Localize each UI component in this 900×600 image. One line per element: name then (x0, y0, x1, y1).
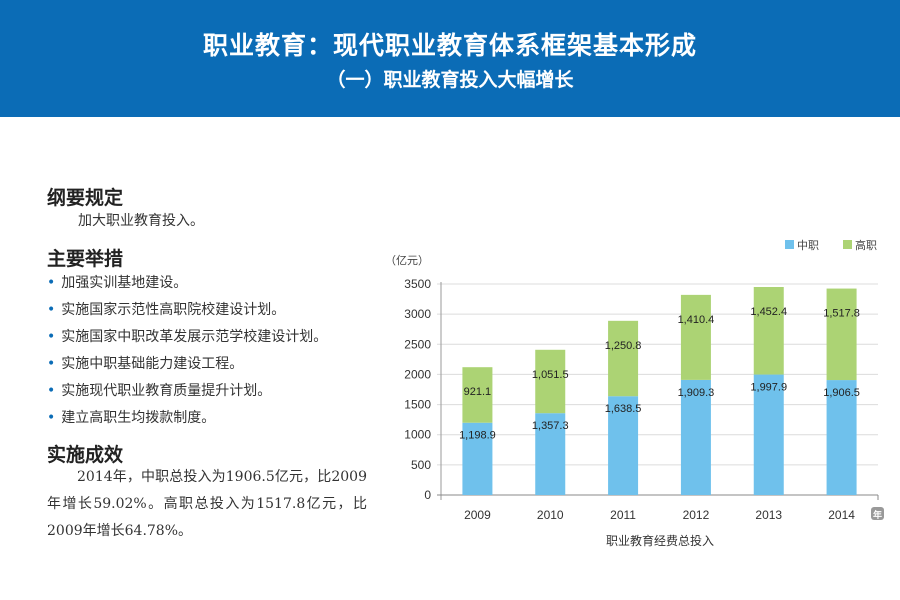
measure-text: 实施国家中职改革发展示范学校建设计划。 (61, 329, 328, 345)
data-label: 1,357.3 (532, 420, 569, 432)
bullet-icon: • (47, 329, 56, 345)
x-tick-label: 2012 (683, 508, 710, 522)
measure-item: • 实施国家示范性高职院校建设计划。 (47, 299, 285, 319)
measure-item: • 建立高职生均拨款制度。 (47, 407, 215, 427)
bar-higher-vocational (680, 294, 711, 380)
x-axis-title: 职业教育经费总投入 (606, 533, 714, 548)
bar-higher-vocational (608, 320, 639, 397)
measure-item: • 实施中职基础能力建设工程。 (47, 353, 243, 373)
y-tick-label: 2000 (404, 367, 431, 381)
bullet-icon: • (47, 383, 56, 399)
legend-swatch (843, 240, 852, 249)
bullet-icon: • (47, 356, 56, 372)
data-label: 1,638.5 (605, 403, 642, 415)
data-label: 1,051.5 (532, 369, 569, 381)
y-axis-unit: （亿元） (385, 254, 429, 267)
year-unit-badge (871, 507, 884, 520)
data-label: 1,909.3 (678, 387, 715, 399)
measure-text: 建立高职生均拨款制度。 (61, 410, 216, 426)
measure-text: 实施中职基础能力建设工程。 (61, 356, 244, 372)
bullet-icon: • (47, 275, 56, 291)
outline-text: 加大职业教育投入。 (78, 213, 204, 229)
header-banner: 职业教育：现代职业教育体系框架基本形成 （一）职业教育投入大幅增长 (0, 0, 900, 117)
y-tick-label: 2500 (404, 337, 431, 351)
data-label: 1,410.4 (678, 314, 715, 326)
bar-higher-vocational (826, 288, 857, 381)
bullet-icon: • (47, 410, 56, 426)
y-tick-label: 1000 (404, 428, 431, 442)
data-label: 1,198.9 (459, 430, 496, 442)
x-tick-label: 2010 (537, 508, 564, 522)
y-tick-label: 3500 (404, 277, 431, 291)
x-tick-label: 2011 (610, 508, 636, 522)
bar-higher-vocational (535, 349, 566, 414)
page-title: 职业教育：现代职业教育体系框架基本形成 (202, 31, 697, 60)
bar-secondary-vocational (753, 374, 784, 495)
bar-secondary-vocational (826, 380, 857, 495)
data-label: 1,517.8 (823, 308, 860, 320)
bar-secondary-vocational (608, 396, 639, 495)
measure-text: 实施国家示范性高职院校建设计划。 (61, 302, 286, 318)
y-tick-label: 500 (411, 458, 431, 472)
x-unit-label: 年 (873, 509, 882, 521)
section-heading-outline: 纲要规定 (47, 187, 124, 209)
data-label: 1,906.5 (823, 387, 860, 399)
measure-text: 加强实训基地建设。 (61, 275, 188, 291)
section-heading-measures: 主要举措 (47, 248, 124, 270)
data-label: 1,250.8 (605, 340, 642, 352)
bullet-icon: • (47, 302, 56, 318)
legend-label: 中职 (797, 239, 819, 252)
bar-higher-vocational (462, 367, 493, 423)
measure-item: • 实施现代职业教育质量提升计划。 (47, 380, 271, 400)
bar-secondary-vocational (680, 379, 711, 495)
measure-item: • 加强实训基地建设。 (47, 272, 187, 292)
results-paragraph: 2014年，中职总投入为1906.5亿元，比2009年增长59.02%。高职总投… (47, 469, 367, 539)
data-label: 1,452.4 (750, 306, 787, 318)
bar-secondary-vocational (462, 422, 493, 495)
bar-higher-vocational (753, 286, 784, 375)
y-tick-label: 0 (424, 488, 431, 502)
data-label: 921.1 (464, 386, 492, 398)
x-tick-label: 2013 (755, 508, 782, 522)
y-tick-label: 3000 (404, 307, 431, 321)
x-tick-label: 2009 (464, 508, 491, 522)
y-tick-label: 1500 (404, 398, 431, 412)
legend-label: 高职 (855, 238, 877, 252)
legend-swatch (785, 240, 794, 249)
bar-secondary-vocational (535, 413, 566, 495)
page-subtitle: （一）职业教育投入大幅增长 (326, 69, 574, 91)
measure-text: 实施现代职业教育质量提升计划。 (61, 383, 272, 399)
measure-item: • 实施国家中职改革发展示范学校建设计划。 (47, 326, 327, 346)
data-label: 1,997.9 (750, 382, 787, 394)
x-tick-label: 2014 (828, 508, 855, 522)
section-heading-results: 实施成效 (47, 444, 124, 466)
